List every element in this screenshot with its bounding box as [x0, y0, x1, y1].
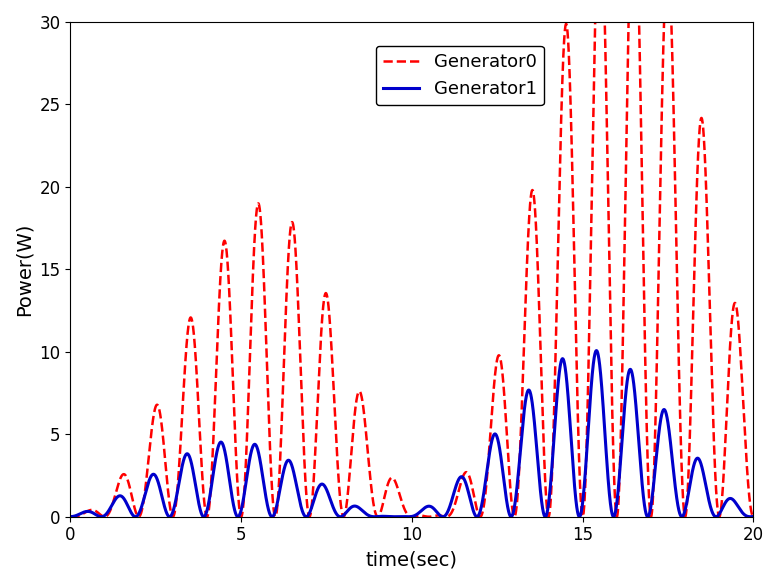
- Generator1: [699, 470, 708, 477]
- Y-axis label: Power(W): Power(W): [15, 223, 34, 316]
- Generator1: [65, 513, 75, 520]
- Generator1: [425, 503, 434, 510]
- Generator0: [145, 447, 154, 454]
- Generator1: [432, 509, 442, 516]
- Generator1: [555, 367, 564, 374]
- Generator1: [749, 513, 758, 520]
- Generator0: [749, 513, 758, 520]
- Line: Generator1: Generator1: [70, 350, 753, 517]
- Generator0: [432, 512, 442, 519]
- Generator0: [699, 126, 708, 133]
- Line: Generator0: Generator0: [70, 0, 753, 517]
- Generator0: [65, 513, 75, 520]
- Generator1: [389, 513, 398, 520]
- X-axis label: time(sec): time(sec): [366, 550, 458, 569]
- Generator0: [555, 177, 564, 184]
- Generator0: [623, 53, 633, 60]
- Generator0: [425, 513, 434, 520]
- Generator1: [592, 347, 601, 354]
- Generator1: [145, 476, 154, 483]
- Legend: Generator0, Generator1: Generator0, Generator1: [375, 46, 544, 105]
- Generator1: [623, 373, 633, 380]
